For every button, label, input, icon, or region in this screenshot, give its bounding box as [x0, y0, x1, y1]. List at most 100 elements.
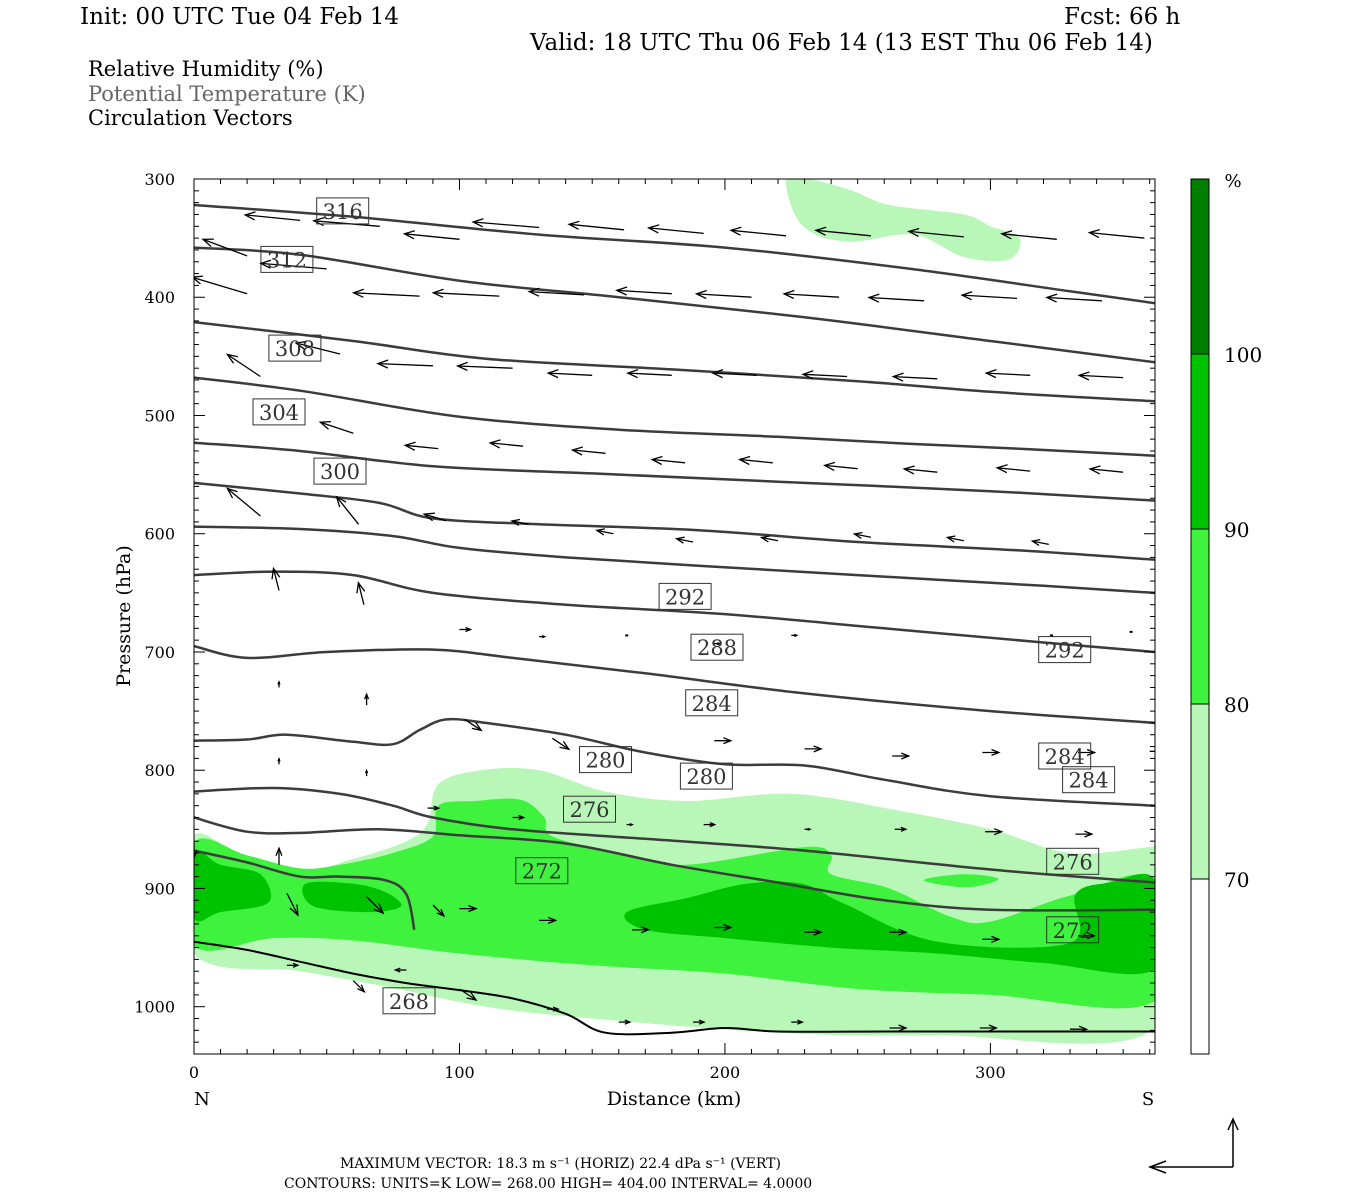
circulation-vector-33: [1077, 371, 1124, 381]
colorbar-band-100: [1191, 179, 1209, 354]
circulation-vector-98: [1155, 933, 1172, 939]
circulation-vector-64: [277, 680, 281, 688]
y-tick-label: 300: [144, 170, 175, 189]
circulation-vector-31: [891, 372, 938, 382]
x-tick-label: 200: [710, 1063, 741, 1082]
circulation-vector-108: [979, 1024, 999, 1032]
circulation-vector-68: [714, 737, 733, 745]
contour-label-312-0: 312: [267, 248, 307, 272]
rh-fill-layer: [194, 179, 1155, 1044]
circulation-vector-4: [471, 218, 540, 229]
legend-circulation-vectors: Circulation Vectors: [88, 106, 293, 130]
circulation-vector-47: [422, 512, 447, 522]
x-left-label: N: [194, 1089, 210, 1110]
circulation-vector-91: [539, 916, 558, 925]
contour-label-box-272-0: [515, 857, 569, 885]
theta-contour-316: [194, 203, 1155, 305]
circulation-vector-38: [570, 446, 606, 456]
y-axis-label: Pressure (hPa): [113, 545, 135, 687]
contour-label-284-1: 284: [1045, 745, 1085, 769]
contour-label-box-284-0: [685, 689, 739, 717]
circulation-vector-28: [626, 368, 672, 379]
colorbar-band-90: [1191, 354, 1209, 529]
circulation-vector-20: [867, 293, 925, 303]
theta-contour-308: [194, 320, 1155, 403]
theta-contour-304: [194, 376, 1155, 457]
legend-potential-temperature: Potential Temperature (K): [88, 82, 366, 106]
circulation-vector-67: [552, 737, 571, 751]
contour-label-box-300-0: [313, 457, 367, 485]
contour-label-box-284-1: [1038, 742, 1092, 770]
theta-contour-288: [194, 570, 1155, 654]
contour-label-box-292-0: [658, 582, 712, 610]
contour-label-284-0: 284: [692, 692, 732, 716]
theta-contour-300: [194, 441, 1155, 502]
rh-region-90-5: [302, 881, 402, 913]
contour-label-284-2: 284: [1069, 769, 1109, 793]
circulation-vector-109: [1070, 1025, 1089, 1033]
circulation-vector-58: [539, 634, 547, 639]
rh-region-80-3: [923, 874, 999, 888]
circulation-vector-35: [318, 420, 354, 434]
colorbar-label-100: 100: [1224, 343, 1262, 367]
contour-label-box-276-0: [563, 795, 616, 823]
contour-label-box-312-0: [260, 245, 314, 273]
contour-label-box-308-0: [268, 334, 322, 362]
footer-max-vector: MAXIMUM VECTOR: 18.3 m s⁻¹ (HORIZ) 22.4 …: [340, 1156, 781, 1172]
contour-label-box-268-0: [382, 987, 436, 1015]
circulation-vector-41: [822, 461, 858, 471]
contour-label-276-1: 276: [1053, 850, 1093, 874]
circulation-vector-12: [201, 238, 248, 257]
x-tick-label: 300: [975, 1063, 1006, 1082]
circulation-vector-5: [567, 220, 625, 231]
circulation-vector-15: [431, 288, 500, 298]
circulation-vector-43: [995, 464, 1031, 474]
contour-label-272-0: 272: [522, 860, 562, 884]
circulation-vector-50: [674, 536, 694, 544]
circulation-vector-66: [464, 718, 483, 732]
colorbar: % 70 80 90 100: [1190, 171, 1262, 1055]
circulation-vector-56: [356, 581, 366, 605]
y-tick-label: 700: [144, 643, 175, 662]
circulation-vector-19: [782, 289, 840, 300]
legend-relative-humidity: Relative Humidity (%): [88, 57, 324, 81]
circulation-vector-21: [960, 291, 1018, 301]
reference-vertical-head: [1227, 1117, 1239, 1131]
circulation-vector-1: [243, 211, 301, 222]
circulation-vector-49: [595, 528, 614, 536]
contour-label-292-0: 292: [665, 585, 705, 609]
circulation-vector-110: [1155, 1026, 1172, 1032]
circulation-vector-83: [1075, 830, 1094, 838]
circulation-vector-6: [646, 224, 704, 235]
theta-contour-296: [194, 481, 1155, 561]
colorbar-label-80: 80: [1224, 693, 1249, 717]
theta-contour-276: [194, 786, 1155, 884]
circulation-vector-95: [889, 928, 908, 936]
circulation-vector-71: [982, 748, 1001, 757]
circulation-vector-102: [459, 988, 478, 1001]
contour-label-box-272-1: [1046, 916, 1100, 944]
theta-contour-292: [194, 525, 1155, 595]
reference-horizontal-head: [1147, 1160, 1167, 1174]
circulation-vector-48: [510, 518, 529, 526]
y-tick-label: 400: [144, 288, 175, 307]
circulation-vector-94: [804, 928, 823, 936]
footer-contours: CONTOURS: UNITS=K LOW= 268.00 HIGH= 404.…: [284, 1176, 813, 1192]
circulation-vector-45: [226, 487, 261, 517]
circulation-vector-100: [286, 962, 300, 968]
contour-label-box-316-0: [316, 197, 370, 225]
y-tick-label: 1000: [134, 998, 175, 1017]
y-tick-label: 600: [144, 525, 175, 544]
circulation-vector-51: [759, 535, 779, 543]
circulation-vector-81: [894, 826, 908, 832]
circulation-vector-52: [852, 531, 872, 539]
circulation-vector-75: [364, 768, 369, 777]
contour-label-280-0: 280: [585, 749, 625, 773]
contour-label-box-284-2: [1062, 766, 1116, 794]
contour-label-276-0: 276: [569, 798, 609, 822]
circulation-vector-107: [889, 1024, 908, 1032]
circulation-vector-87: [286, 892, 299, 917]
circulation-vector-7: [729, 226, 787, 237]
valid-time: Valid: 18 UTC Thu 06 Feb 14 (13 EST Thu …: [530, 30, 1153, 56]
circulation-vector-72: [1078, 748, 1097, 757]
